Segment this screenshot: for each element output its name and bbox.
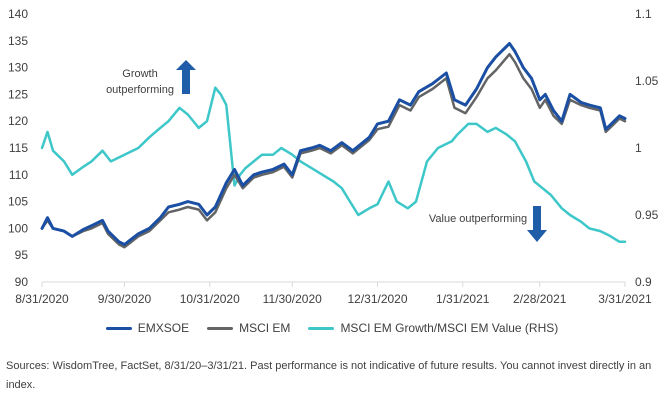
x-tick-label: 8/31/2020 [15, 292, 69, 306]
y-left-tick-label: 120 [8, 114, 28, 128]
y-left-tick-label: 105 [8, 195, 28, 209]
series-line-emxsoe [40, 42, 627, 246]
legend-label-growth-value-ratio: MSCI EM Growth/MSCI EM Value (RHS) [340, 321, 559, 335]
chart-legend: EMXSOE MSCI EM MSCI EM Growth/MSCI EM Va… [0, 318, 664, 338]
y-right-tick-label: 0.95 [635, 208, 659, 222]
y-left-tick-label: 90 [15, 275, 29, 289]
x-tick-label: 2/28/2021 [513, 292, 567, 306]
annotation-growth-text: Growth [122, 68, 157, 80]
legend-item-growth-value-ratio: MSCI EM Growth/MSCI EM Value (RHS) [308, 321, 558, 335]
down-arrow-icon [527, 206, 547, 242]
y-left-tick-label: 130 [8, 61, 28, 75]
legend-label-msci-em: MSCI EM [239, 321, 291, 335]
legend-label-emxsoe: EMXSOE [137, 321, 190, 335]
x-tick-label: 10/31/2020 [180, 292, 240, 306]
y-right-tick-label: 1 [635, 141, 642, 155]
line-chart: 90951001051101151201251301351400.90.9511… [8, 7, 659, 306]
chart-series [40, 42, 627, 249]
y-left-tick-label: 110 [9, 168, 28, 182]
series-line-msci-em [40, 52, 627, 249]
y-left-tick-label: 115 [9, 141, 28, 155]
x-tick-label: 3/31/2021 [598, 292, 652, 306]
annotation-growth-text: outperforming [106, 84, 174, 96]
chart-axes: 90951001051101151201251301351400.90.9511… [8, 7, 659, 306]
x-tick-label: 12/31/2020 [347, 292, 407, 306]
y-right-tick-label: 1.05 [635, 74, 659, 88]
chart-annotations: Growth outperforming Value outperforming [106, 60, 547, 242]
legend-swatch-growth-value-ratio [308, 326, 335, 330]
y-right-tick-label: 1.1 [635, 7, 652, 21]
y-right-tick-label: 0.9 [635, 275, 652, 289]
legend-item-emxsoe: EMXSOE [105, 321, 190, 335]
up-arrow-icon [176, 60, 196, 94]
y-left-tick-label: 100 [8, 221, 28, 235]
series-line-growth-value-ratio [40, 86, 627, 244]
source-note: Sources: WisdomTree, FactSet, 8/31/20–3/… [6, 360, 652, 391]
y-left-tick-label: 125 [8, 87, 28, 101]
legend-swatch-msci-em [207, 326, 234, 330]
y-left-tick-label: 135 [8, 34, 28, 48]
legend-item-msci-em: MSCI EM [207, 321, 290, 335]
x-tick-label: 1/31/2021 [436, 292, 490, 306]
x-tick-label: 11/30/2020 [263, 292, 322, 306]
x-tick-label: 9/30/2020 [98, 292, 152, 306]
legend-swatch-emxsoe [105, 326, 132, 330]
y-left-tick-label: 140 [8, 7, 28, 21]
annotation-value-text: Value outperforming [429, 213, 527, 225]
y-left-tick-label: 95 [15, 248, 29, 262]
